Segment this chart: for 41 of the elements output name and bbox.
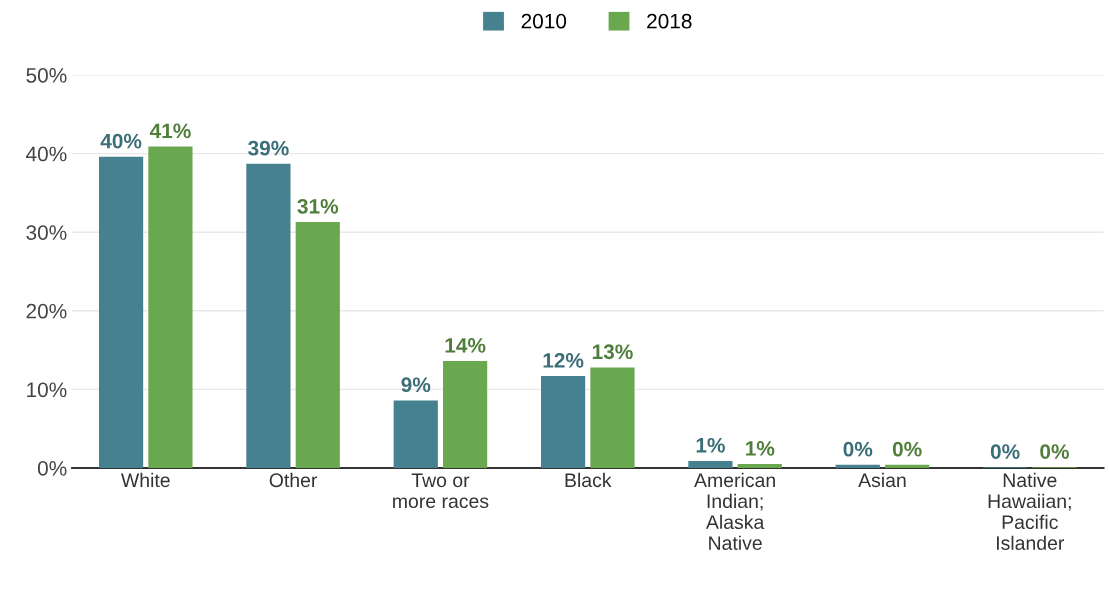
x-tick-label: Native Hawaiian; Pacific Islander [988, 472, 1071, 550]
legend-label: 2018 [647, 13, 692, 29]
bar [688, 460, 733, 468]
data-label: 31% [297, 198, 339, 214]
x-tick-label: White [120, 472, 170, 488]
data-label: 39% [248, 140, 289, 156]
data-label: 1% [746, 441, 775, 456]
data-label: 0% [892, 441, 922, 457]
bar [443, 361, 488, 468]
x-tick-label: Black [565, 472, 612, 488]
bar [590, 367, 635, 468]
bar [835, 464, 880, 468]
data-label: 41% [149, 123, 191, 139]
bar [540, 376, 586, 468]
data-label: 0% [1040, 444, 1069, 459]
y-tick-label: 40% [26, 146, 67, 162]
bar [885, 464, 930, 468]
data-label: 9% [401, 377, 431, 393]
data-label: 13% [592, 344, 633, 360]
y-tick-label: 30% [26, 225, 67, 240]
bar [737, 464, 782, 468]
data-label: 0% [990, 444, 1020, 459]
data-label: 12% [543, 353, 584, 368]
bar [246, 163, 291, 468]
bar [295, 221, 340, 468]
x-tick-label: Two or more races [393, 473, 489, 509]
y-tick-label: 50% [26, 68, 67, 83]
y-tick-label: 10% [27, 382, 67, 398]
data-label: 0% [843, 441, 873, 457]
y-tick-label: 0% [37, 461, 67, 476]
y-tick-label: 20% [26, 303, 67, 319]
bar [148, 146, 193, 468]
x-tick-label: Other [269, 472, 318, 488]
data-label: 14% [445, 338, 486, 353]
x-tick-label: American Indian; Alaska Native [694, 472, 775, 550]
bar [393, 400, 438, 468]
data-label: 40% [100, 133, 142, 149]
x-tick-label: Asian [858, 472, 906, 488]
legend-label: 2010 [521, 13, 567, 29]
bar [98, 156, 144, 468]
data-label: 1% [696, 437, 725, 453]
